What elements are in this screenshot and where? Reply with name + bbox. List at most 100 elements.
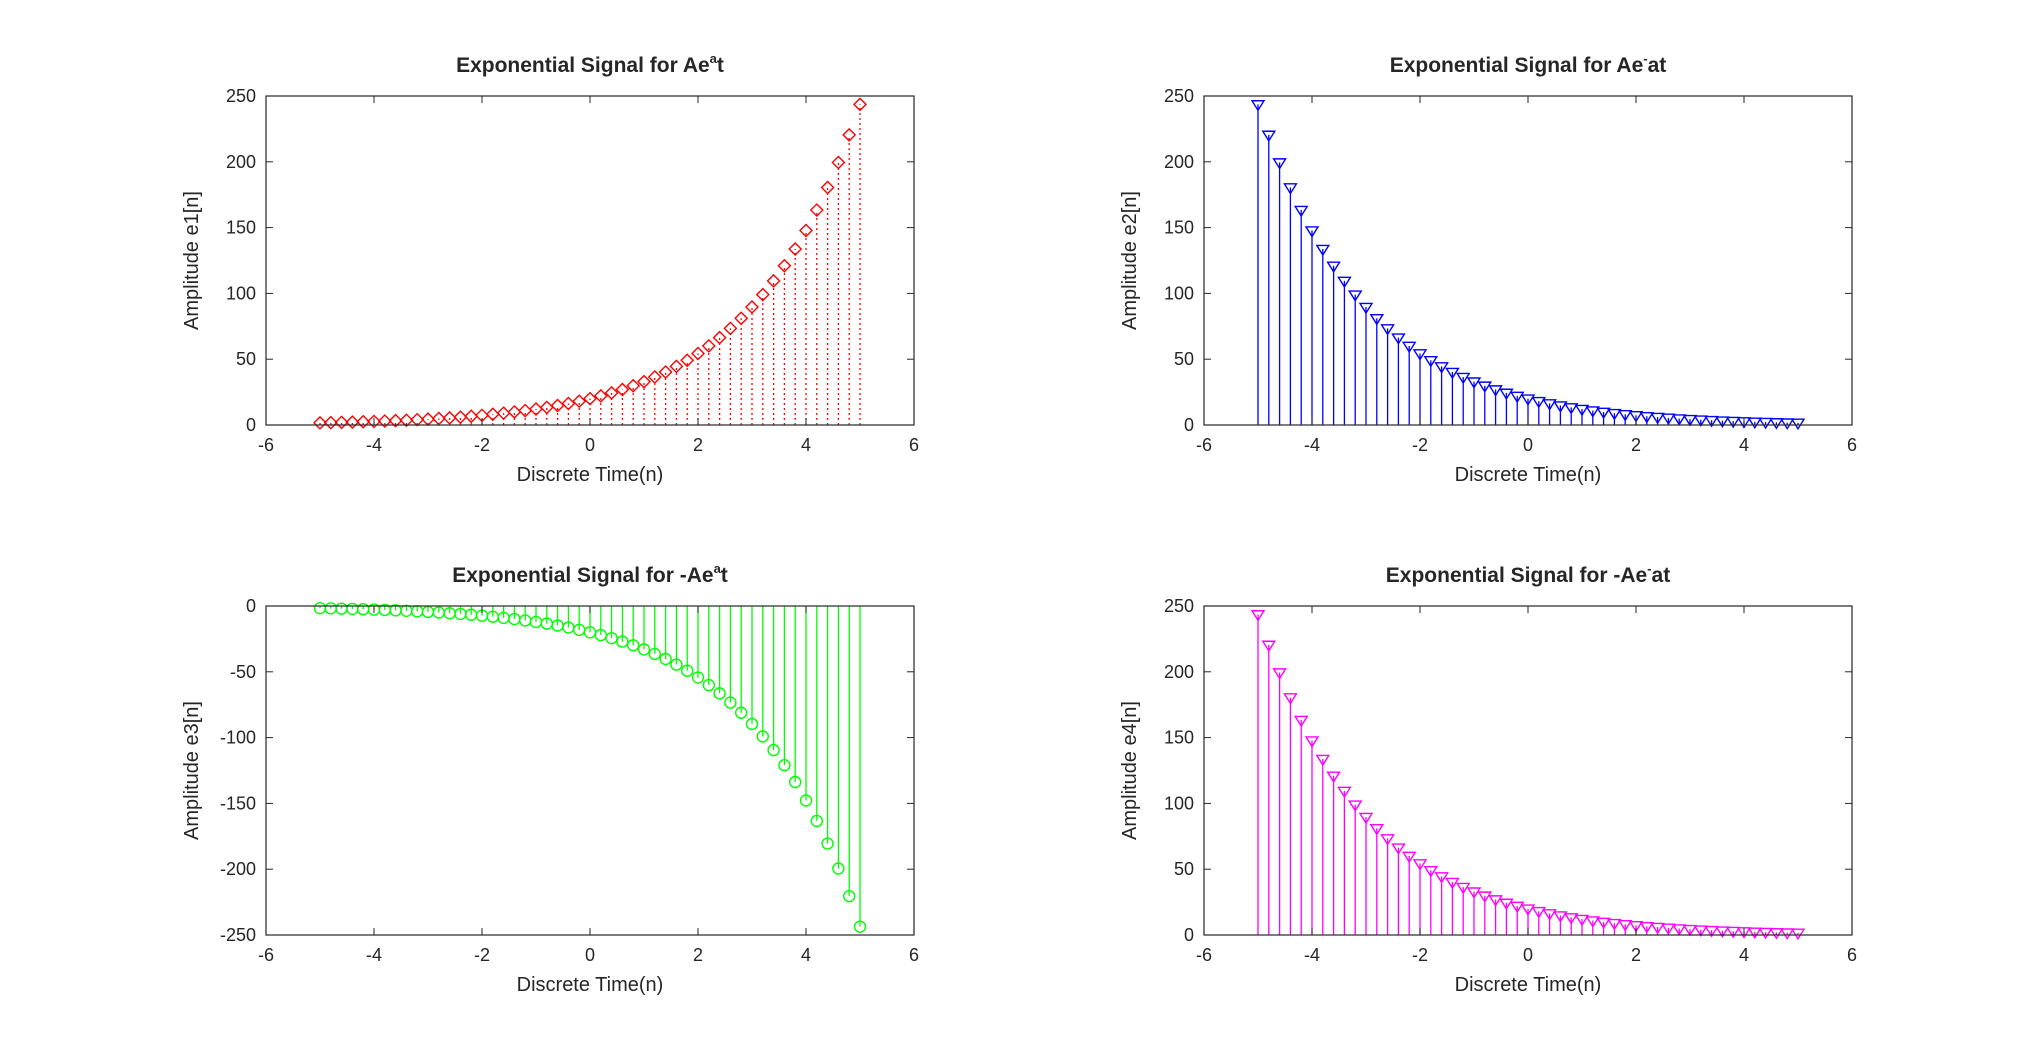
data-point-marker	[713, 687, 726, 700]
x-tick-label: -2	[1412, 945, 1428, 965]
x-tick-label: -6	[1196, 945, 1212, 965]
data-point-marker	[1779, 418, 1795, 430]
data-point-marker	[356, 414, 371, 429]
data-point-marker	[702, 678, 715, 692]
data-point-marker	[809, 203, 824, 218]
y-tick-label: 200	[1164, 662, 1194, 682]
data-point-marker	[724, 696, 737, 709]
y-tick-label: 250	[1164, 596, 1194, 616]
data-point-marker	[842, 127, 857, 142]
data-point-marker	[853, 920, 867, 933]
data-point-marker	[616, 635, 629, 648]
y-tick-label: 250	[226, 86, 256, 106]
data-point-marker	[1304, 226, 1320, 238]
data-point-marker	[1671, 414, 1687, 426]
x-tick-label: 0	[585, 945, 595, 965]
data-point-marker	[1758, 417, 1773, 430]
data-point-marker	[1412, 349, 1428, 361]
subplot-1: -6 -4 -2 0 2 4 6 0 50 100 150 200 250 Exponential Sig…	[181, 51, 919, 486]
data-point-marker	[1293, 715, 1309, 728]
data-point-marker	[1531, 906, 1547, 919]
x-tick-label: -6	[1196, 435, 1212, 455]
y-tick-label: 100	[1164, 793, 1194, 813]
y-tick-label: 150	[1164, 218, 1194, 238]
x-axis-label: Discrete Time(n)	[517, 464, 664, 486]
data-point-marker	[1337, 786, 1352, 799]
data-point-marker	[691, 671, 705, 684]
x-tick-label: -6	[258, 435, 274, 455]
data-point-marker	[1661, 413, 1676, 426]
data-point-marker	[1531, 396, 1547, 409]
y-tick-label: 200	[226, 152, 256, 172]
data-point-marker	[1423, 355, 1439, 368]
data-point-marker	[1693, 415, 1709, 428]
y-tick-label: 50	[1174, 859, 1194, 879]
data-point-marker	[1542, 909, 1557, 921]
data-point-marker	[1358, 302, 1374, 315]
data-point-marker	[1445, 877, 1460, 890]
data-point-marker	[820, 180, 835, 195]
data-point-marker	[593, 388, 608, 403]
y-tick-label: 250	[1164, 86, 1194, 106]
data-point-marker	[615, 382, 630, 397]
data-point-marker	[1509, 391, 1525, 404]
data-point-marker	[1628, 411, 1644, 423]
data-point-marker	[442, 410, 457, 425]
data-point-marker	[1628, 921, 1644, 933]
data-point-marker	[778, 759, 791, 772]
data-point-marker	[1758, 927, 1773, 940]
data-point-marker	[1466, 377, 1482, 389]
x-tick-label: 6	[1847, 945, 1857, 965]
x-tick-label: -4	[366, 945, 382, 965]
data-point-marker	[1455, 882, 1471, 895]
data-point-marker	[345, 415, 360, 430]
data-point-marker	[1769, 418, 1784, 430]
data-point-marker	[832, 862, 845, 875]
y-tick-label: -200	[220, 859, 256, 879]
data-point-marker	[1380, 834, 1395, 846]
data-point-marker	[1682, 414, 1698, 427]
x-tick-label: -2	[474, 945, 490, 965]
data-point-marker	[627, 639, 640, 652]
data-point-marker	[1261, 640, 1277, 653]
data-point-marker	[637, 643, 651, 656]
y-axis-label: Amplitude e3[n]	[181, 701, 203, 840]
x-tick-label: -4	[1304, 945, 1320, 965]
data-point-marker	[1585, 406, 1601, 418]
data-point-marker	[367, 414, 381, 429]
data-point-marker	[659, 652, 672, 666]
x-tick-label: 2	[1631, 435, 1641, 455]
x-tick-label: 6	[1847, 435, 1857, 455]
x-tick-label: -2	[474, 435, 490, 455]
x-tick-label: 6	[909, 435, 919, 455]
data-point-marker	[1704, 415, 1719, 428]
data-point-marker	[1326, 771, 1341, 784]
data-point-marker	[1499, 388, 1514, 401]
data-point-marker	[810, 814, 823, 828]
data-point-marker	[1347, 290, 1363, 302]
x-tick-label: 0	[1523, 945, 1533, 965]
data-point-marker	[1639, 921, 1655, 934]
data-point-marker	[701, 338, 716, 353]
y-tick-label: -100	[220, 728, 256, 748]
y-tick-label: 0	[1184, 925, 1194, 945]
data-point-marker	[1747, 927, 1763, 940]
data-point-marker	[1607, 408, 1622, 421]
data-point-marker	[1715, 416, 1730, 428]
data-point-marker	[583, 391, 597, 406]
data-point-marker	[1477, 891, 1493, 904]
chart-title: Exponential Signal for -Aeat	[452, 561, 728, 587]
data-point-marker	[1563, 403, 1579, 415]
data-point-marker	[1596, 917, 1611, 930]
x-tick-label: 6	[909, 945, 919, 965]
data-point-marker	[637, 374, 651, 389]
data-point-marker	[1272, 668, 1287, 680]
data-point-marker	[518, 403, 533, 418]
data-point-marker	[1369, 823, 1385, 836]
data-point-marker	[1401, 341, 1417, 354]
y-tick-label: -150	[220, 793, 256, 813]
data-point-marker	[1477, 381, 1493, 394]
data-point-marker	[561, 396, 576, 411]
data-point-marker	[1283, 183, 1298, 195]
data-point-marker	[399, 413, 414, 428]
